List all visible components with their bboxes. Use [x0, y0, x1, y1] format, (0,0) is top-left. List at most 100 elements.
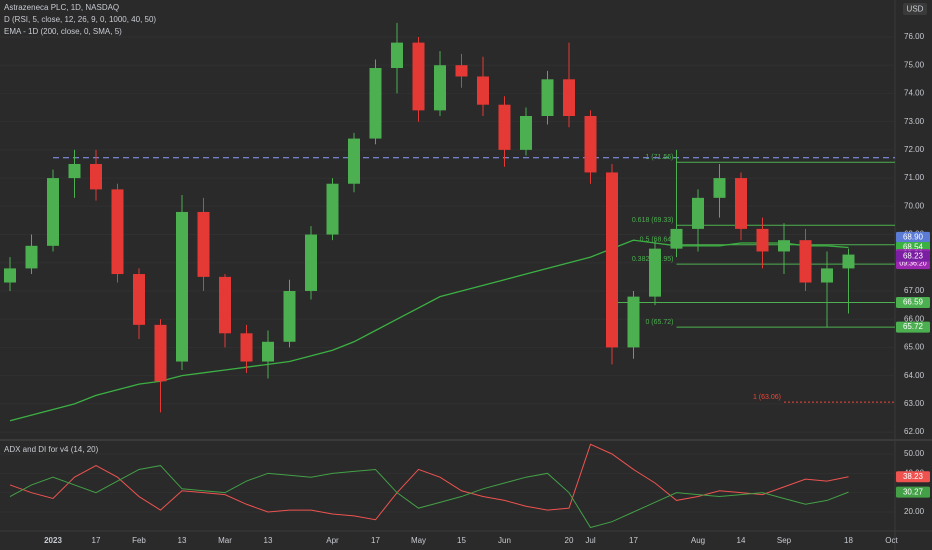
- y-tick-label: 74.00: [904, 89, 925, 98]
- line-series: [9, 443, 849, 521]
- y-tick-label: 70.00: [904, 201, 925, 210]
- x-tick-label: Aug: [691, 536, 705, 545]
- x-tick-label: 13: [178, 536, 187, 545]
- price-label-box: [896, 250, 930, 262]
- price-label: 68.23: [903, 251, 924, 260]
- candle-body: [369, 68, 382, 139]
- candle-body: [154, 324, 167, 382]
- currency: USD: [907, 5, 924, 14]
- x-tick-label: 20: [565, 536, 574, 545]
- candle-body: [821, 268, 833, 283]
- candle-body: [240, 333, 253, 362]
- candle-body: [563, 79, 575, 116]
- y-tick-label: 67.00: [904, 286, 925, 295]
- candle-body: [4, 268, 16, 283]
- candle-body: [391, 42, 403, 69]
- candle-body: [305, 234, 317, 291]
- candle-body: [434, 65, 446, 111]
- candle-body: [262, 341, 274, 362]
- candle-body: [176, 211, 188, 362]
- candle-body: [584, 115, 597, 173]
- price-label-box: [896, 297, 930, 309]
- y-tick-label: 50.00: [904, 449, 925, 458]
- price-label-box: [896, 231, 930, 243]
- x-tick-label: 14: [737, 536, 746, 545]
- level-label: 1 (71.56): [645, 154, 673, 161]
- candle-body: [627, 296, 640, 348]
- x-tick-label: Feb: [132, 536, 146, 545]
- candle-body: [111, 189, 124, 275]
- candle-body: [520, 115, 532, 150]
- candle-body: [670, 228, 683, 249]
- candle-body: [25, 245, 38, 269]
- x-tick-label: Jun: [498, 536, 511, 545]
- price-label-box: [896, 321, 930, 333]
- candle-body: [756, 228, 769, 252]
- candle-body: [68, 163, 81, 179]
- y-tick-label: 64.00: [904, 371, 925, 380]
- candle-body: [713, 178, 726, 198]
- candle-body: [412, 42, 425, 111]
- candle-body: [735, 178, 747, 229]
- level-label: 0.5 (68.64): [640, 237, 674, 244]
- pane-title: ADX and DI for v4 (14, 20): [4, 445, 99, 454]
- chart-title: Astrazeneca PLC, 1D, NASDAQ: [4, 3, 119, 12]
- level-label: 1 (63.06): [753, 394, 781, 401]
- y-tick-label: 63.00: [904, 399, 925, 408]
- y-tick-label: 73.00: [904, 117, 925, 126]
- x-tick-label: 13: [264, 536, 273, 545]
- y-tick-label: 75.00: [904, 60, 925, 69]
- candle-body: [799, 240, 812, 283]
- y-tick-label: 20.00: [904, 507, 925, 516]
- candle-body: [606, 172, 618, 348]
- x-tick-label: 2023: [44, 536, 62, 545]
- x-tick-label: 17: [92, 536, 101, 545]
- line-series: [9, 239, 849, 422]
- x-tick-label: 15: [457, 536, 466, 545]
- x-tick-label: 17: [629, 536, 638, 545]
- candle-body: [477, 76, 489, 105]
- last-value-label-box: [896, 471, 930, 483]
- y-tick-label: 62.00: [904, 427, 925, 436]
- last-value-label: 30.27: [903, 487, 924, 496]
- last-value-label-box: [896, 486, 930, 498]
- y-tick-label: 66.00: [904, 314, 925, 323]
- x-tick-label: Jul: [585, 536, 595, 545]
- last-value-label: 38.23: [903, 472, 924, 481]
- level-label: 0 (65.72): [645, 319, 673, 326]
- price-label: 68.54: [903, 243, 924, 252]
- candle-body: [649, 248, 661, 297]
- candle-body: [348, 138, 360, 184]
- x-tick-label: 17: [371, 536, 380, 545]
- y-tick-label: 72.00: [904, 145, 925, 154]
- price-label: 68.90: [903, 232, 924, 241]
- candle-body: [90, 163, 102, 190]
- price-label: 66.59: [903, 298, 924, 307]
- price-label: 65.72: [903, 322, 924, 331]
- candle-body: [842, 254, 855, 269]
- line-series: [9, 465, 849, 529]
- x-tick-label: Apr: [326, 536, 339, 545]
- x-tick-label: Sep: [777, 536, 792, 545]
- y-tick-label: 65.00: [904, 343, 925, 352]
- x-tick-label: Mar: [218, 536, 232, 545]
- price-label-countdown: 09:36:20: [899, 260, 926, 267]
- candle-body: [541, 79, 554, 116]
- indicator-label: D (RSI, 5, close, 12, 26, 9, 0, 1000, 40…: [4, 15, 156, 24]
- y-tick-label: 71.00: [904, 173, 925, 182]
- candle-body: [326, 183, 339, 235]
- currency-box[interactable]: [903, 3, 927, 15]
- candle-body: [692, 197, 704, 229]
- candle-body: [133, 274, 145, 325]
- candle-body: [498, 104, 511, 150]
- x-tick-label: May: [411, 536, 426, 545]
- x-tick-label: Oct: [885, 536, 898, 545]
- candle-body: [197, 211, 210, 277]
- y-tick-label: 76.00: [904, 32, 925, 41]
- legend-entry: EMA - 1D (200, close, 0, SMA, 5): [4, 27, 122, 36]
- x-tick-label: 18: [844, 536, 853, 545]
- candle-body: [47, 178, 59, 246]
